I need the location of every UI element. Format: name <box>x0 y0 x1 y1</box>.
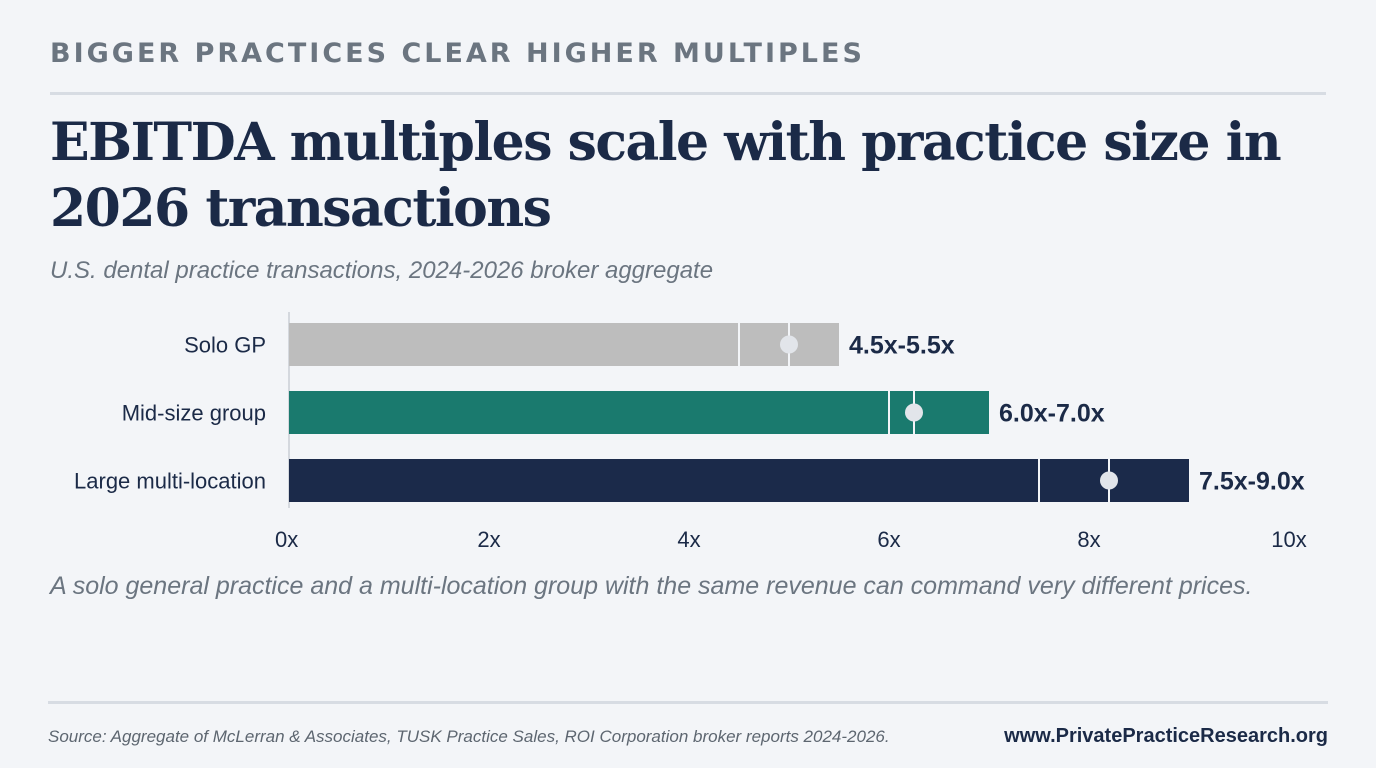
chart-subtitle: U.S. dental practice transactions, 2024-… <box>50 257 714 284</box>
x-tick-label-0: 0x <box>275 527 298 552</box>
x-tick-label-2: 4x <box>677 527 700 552</box>
bar-2 <box>289 459 1189 502</box>
category-label-1: Mid-size group <box>122 401 266 426</box>
top-divider <box>50 92 1326 95</box>
bar-0 <box>289 323 839 366</box>
bottom-divider <box>48 701 1328 704</box>
source-note: Source: Aggregate of McLerran & Associat… <box>48 727 890 746</box>
x-tick-label-3: 6x <box>877 527 900 552</box>
chart-headline: EBITDA multiples scale with practice siz… <box>50 112 1282 239</box>
website-link[interactable]: www.PrivatePracticeResearch.org <box>1004 725 1328 747</box>
range-bar-chart: Solo GP 4.5x-5.5x Mid-size group 6.0x-7.0x L… <box>74 312 1307 552</box>
chart-note: A solo general practice and a multi-loca… <box>50 572 1253 600</box>
value-label-1: 6.0x-7.0x <box>999 400 1105 428</box>
x-tick-label-1: 2x <box>477 527 500 552</box>
category-label-0: Solo GP <box>184 333 266 358</box>
value-label-2: 7.5x-9.0x <box>1199 468 1305 496</box>
eyebrow: BIGGER PRACTICES CLEAR HIGHER MULTIPLES <box>50 38 865 69</box>
midpoint-dot-2 <box>1100 471 1118 490</box>
bar-1 <box>289 391 989 434</box>
x-tick-label-4: 8x <box>1077 527 1100 552</box>
midpoint-dot-0 <box>780 335 798 354</box>
midpoint-dot-1 <box>905 403 923 422</box>
value-label-0: 4.5x-5.5x <box>849 332 955 360</box>
x-tick-label-5: 10x <box>1271 527 1306 552</box>
category-label-2: Large multi-location <box>74 469 266 494</box>
